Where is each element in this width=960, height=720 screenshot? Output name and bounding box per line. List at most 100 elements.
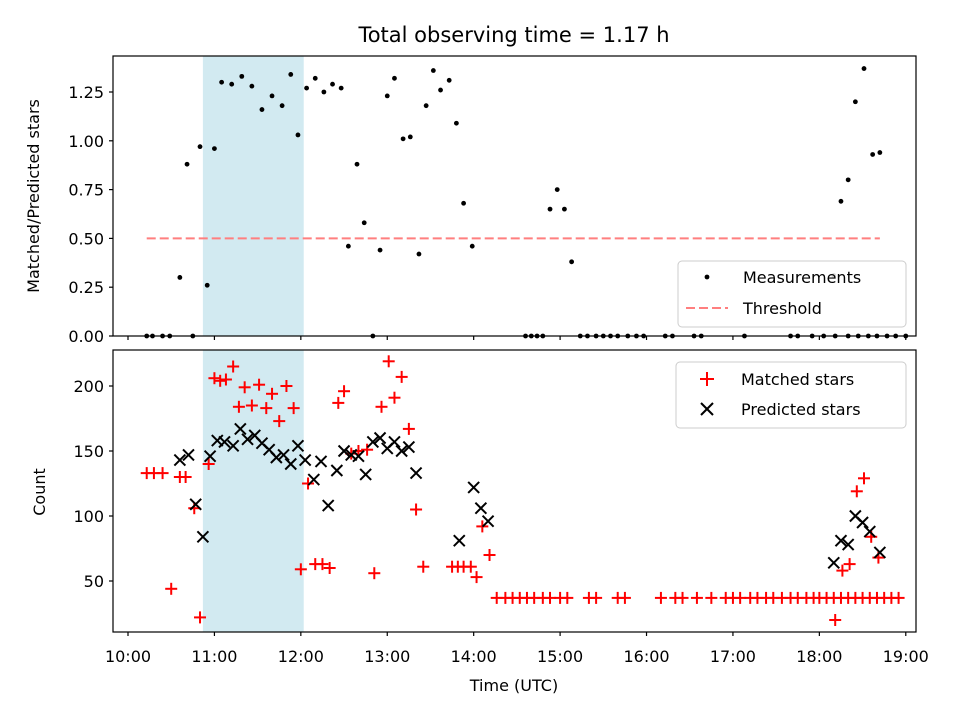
top-y-tick-label: 0.00: [68, 327, 104, 346]
matched-star-point: [410, 503, 423, 516]
matched-star-point: [338, 385, 351, 398]
measurement-point: [377, 247, 383, 253]
observing-window-span: [202, 56, 304, 336]
predicted-star-point: [277, 448, 290, 462]
measurement-point: [438, 87, 443, 93]
predicted-star-point: [173, 453, 187, 467]
legend-matched-label: Matched stars: [741, 370, 854, 389]
matched-star-point: [843, 558, 856, 571]
matched-star-point: [382, 355, 395, 368]
bottom-y-axis-label: Count: [30, 468, 49, 516]
matched-star-point: [260, 402, 273, 415]
top-y-ticks: 0.00 0.25 0.50 0.75 1.00 1.25: [68, 83, 113, 346]
predicted-star-point: [481, 514, 495, 528]
top-y-tick-label: 0.25: [68, 278, 104, 297]
matched-star-point: [202, 458, 215, 470]
bottom-y-tick-label: 150: [73, 442, 104, 461]
predicted-star-point: [218, 435, 231, 449]
matched-star-point: [208, 372, 221, 385]
bottom-y-tick-label: 200: [73, 377, 104, 396]
matched-star-point: [316, 558, 329, 571]
matched-star-point: [302, 477, 315, 490]
matched-star-point: [214, 374, 227, 387]
matched-star-point: [388, 391, 401, 404]
predicted-star-point: [388, 435, 401, 449]
predicted-star-point: [270, 451, 283, 464]
matched-star-points: [140, 355, 905, 626]
measurement-point: [312, 75, 318, 81]
legend-predicted-label: Predicted stars: [741, 400, 861, 419]
predicted-star-point: [189, 498, 202, 511]
bottom-y-tick-label: 50: [84, 572, 104, 591]
matched-star-point: [361, 443, 374, 456]
predicted-star-point: [291, 439, 305, 453]
x-tick-label: 18:00: [796, 647, 842, 666]
measurement-point: [361, 220, 367, 226]
measurement-point: [269, 93, 275, 99]
matched-star-point: [179, 471, 192, 483]
x-tick-label: 12:00: [278, 647, 324, 666]
predicted-star-point: [841, 538, 855, 551]
predicted-star-point: [827, 556, 840, 570]
matched-star-point: [227, 360, 240, 373]
matched-star-point: [590, 591, 603, 604]
matched-star-point: [829, 614, 842, 626]
predicted-star-point: [226, 439, 240, 453]
predicted-star-point: [453, 534, 466, 547]
measurement-point: [400, 136, 406, 142]
legend-predicted-marker: [700, 402, 714, 416]
matched-star-point: [253, 378, 266, 391]
measurement-point: [354, 161, 360, 167]
predicted-star-point: [307, 473, 321, 486]
x-tick-label: 10:00: [105, 647, 151, 666]
measurement-point: [249, 83, 255, 89]
predicted-star-point: [873, 546, 887, 559]
matched-star-point: [294, 563, 307, 576]
chart-title: Total observing time = 1.17 h: [357, 23, 669, 47]
measurement-point: [407, 134, 413, 140]
predicted-star-points: [173, 422, 887, 570]
measurement-point: [845, 177, 851, 183]
measurement-point: [345, 243, 351, 249]
measurement-point: [288, 72, 294, 77]
top-y-tick-label: 0.75: [68, 181, 104, 200]
matched-star-point: [836, 564, 849, 577]
measurement-point: [384, 93, 390, 99]
measurement-point: [569, 259, 575, 265]
top-y-tick-label: 0.50: [68, 229, 104, 248]
legend-measurements-label: Measurements: [743, 268, 861, 287]
measurement-point: [547, 206, 553, 212]
matched-star-point: [266, 387, 279, 400]
x-tick-label: 15:00: [537, 647, 583, 666]
bottom-plot: 50 100 150 200 10:00 11:00 12:00 13:00 14:00 15:…: [30, 349, 929, 695]
matched-star-point: [618, 591, 631, 604]
legend-matched-marker: [700, 372, 714, 386]
matched-star-point: [194, 611, 207, 624]
measurement-point: [423, 103, 429, 109]
bottom-y-ticks: 50 100 150 200: [73, 377, 113, 591]
measurement-point: [416, 251, 422, 257]
top-plot-frame: [112, 55, 917, 337]
matched-star-point: [232, 400, 245, 413]
matched-star-point: [470, 571, 483, 584]
measurement-point: [184, 161, 190, 167]
matched-star-point: [705, 591, 718, 604]
measurement-point: [219, 79, 225, 85]
matched-star-point: [544, 591, 557, 604]
predicted-star-point: [856, 516, 869, 529]
measurement-point: [239, 73, 245, 79]
x-tick-label: 19:00: [883, 647, 929, 666]
matched-star-point: [245, 399, 258, 412]
matched-star-point: [273, 415, 286, 428]
measurement-point: [554, 187, 560, 193]
measurement-point: [177, 275, 183, 280]
measurement-point: [212, 146, 217, 152]
predicted-star-point: [321, 499, 335, 512]
matched-star-point: [165, 582, 178, 595]
predicted-star-point: [298, 453, 312, 467]
top-y-axis-label: Matched/Predicted stars: [24, 99, 43, 293]
matched-star-point: [734, 591, 747, 604]
measurement-point: [330, 81, 335, 87]
measurement-point: [197, 144, 203, 150]
